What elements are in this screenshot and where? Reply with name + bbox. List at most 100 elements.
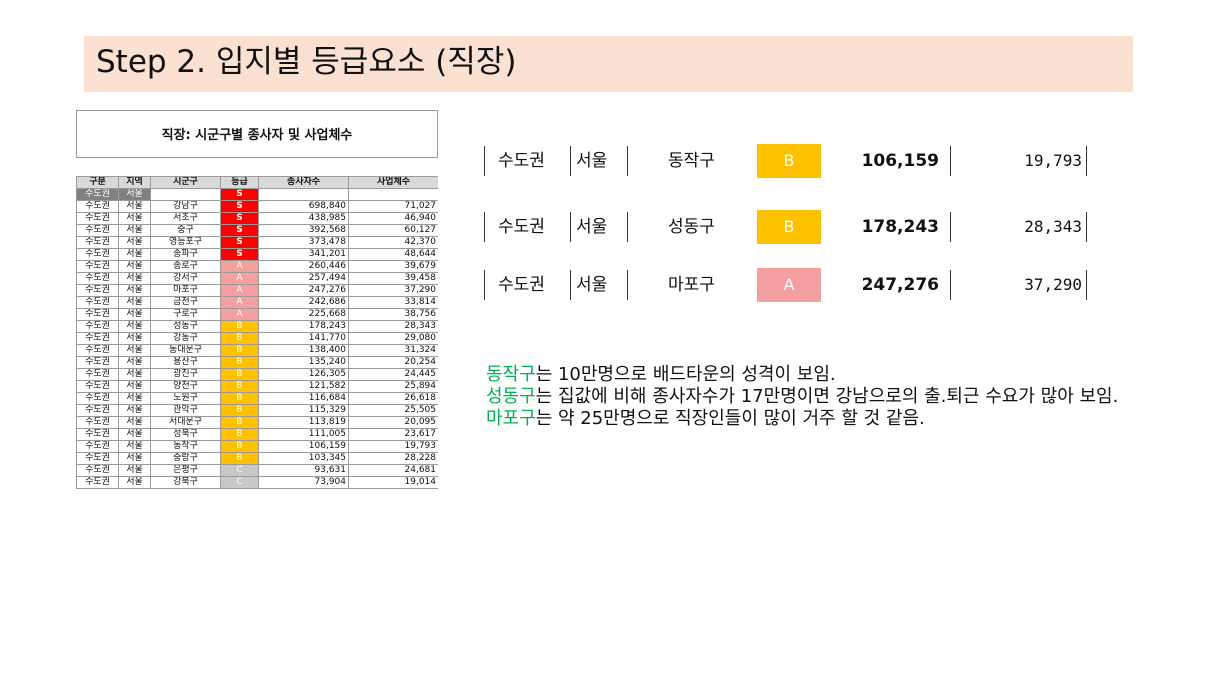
cell-region: 서울 xyxy=(118,416,151,429)
table-row: 수도권 서울 동대문구 B 138,400 31,324 xyxy=(76,344,438,357)
cell-workers: 126,305 xyxy=(258,368,349,381)
cell-grade: B xyxy=(220,452,259,465)
table-row: 수도권 서울 강남구 S 698,840 71,027 xyxy=(76,200,438,213)
description-text: 는 집값에 비해 종사자수가 17만명이면 강남으로의 출.퇴근 수요가 많아 … xyxy=(535,386,1119,407)
cell-workers xyxy=(258,188,349,201)
cell-area: 수도권 xyxy=(76,404,119,417)
cell-separator xyxy=(627,146,628,176)
cell-businesses: 25,894 xyxy=(348,380,438,393)
table-row: 수도권 서울 구로구 A 225,668 38,756 xyxy=(76,308,438,321)
sheet-title: 직장: 시군구별 종사자 및 사업체수 xyxy=(161,128,353,143)
cell-grade: A xyxy=(220,296,259,309)
highlight-row-마포구: 수도권 서울 마포구 A 247,276 37,290 xyxy=(484,268,1087,302)
cell-district: 종로구 xyxy=(150,260,221,273)
cell-workers: 373,478 xyxy=(258,236,349,249)
description: 동작구는 10만명으로 배드타운의 성격이 보임. 성동구는 집값에 비해 종사… xyxy=(486,364,1136,430)
cell-district: 강북구 xyxy=(150,476,221,489)
cell-region: 서울 xyxy=(118,212,151,225)
cell-workers: 257,494 xyxy=(258,272,349,285)
table-row: 수도권 서울 종로구 A 260,446 39,679 xyxy=(76,260,438,273)
cell-businesses: 60,127 xyxy=(348,224,438,237)
col-header: 지역 xyxy=(118,176,151,189)
cell-region: 서울 xyxy=(118,464,151,477)
cell-region: 서울 xyxy=(118,260,151,273)
cell-grade: S xyxy=(220,188,259,201)
cell-grade: B xyxy=(220,356,259,369)
col-header: 사업체수 xyxy=(348,176,438,189)
cell-district: 용산구 xyxy=(150,356,221,369)
sheet-title-box: 직장: 시군구별 종사자 및 사업체수 xyxy=(76,110,438,158)
cell-region: 서울 xyxy=(118,344,151,357)
cell-grade: S xyxy=(220,224,259,237)
cell-workers: 111,005 xyxy=(258,428,349,441)
cell-area: 수도권 xyxy=(76,464,119,477)
cell-district: 양천구 xyxy=(150,380,221,393)
cell-grade: B xyxy=(220,320,259,333)
description-line: 마포구는 약 25만명으로 직장인들이 많이 거주 할 것 같음. xyxy=(486,408,1136,430)
cell-region: 서울 xyxy=(576,275,608,295)
cell-grade: S xyxy=(220,200,259,213)
cell-businesses: 46,940 xyxy=(348,212,438,225)
table-row: 수도권 서울 중랑구 B 103,345 28,228 xyxy=(76,452,438,465)
cell-workers: 141,770 xyxy=(258,332,349,345)
table-row: 수도권 서울 성동구 B 178,243 28,343 xyxy=(76,320,438,333)
cell-businesses: 19,793 xyxy=(348,440,438,453)
cell-businesses: 31,324 xyxy=(348,344,438,357)
cell-region: 서울 xyxy=(118,380,151,393)
description-line: 성동구는 집값에 비해 종사자수가 17만명이면 강남으로의 출.퇴근 수요가 … xyxy=(486,386,1136,408)
cell-district: 은평구 xyxy=(150,464,221,477)
district-name: 동작구 xyxy=(486,364,536,385)
cell-grade: B xyxy=(220,344,259,357)
cell-district: 마포구 xyxy=(150,284,221,297)
table-row: 수도권 서울 성북구 B 111,005 23,617 xyxy=(76,428,438,441)
cell-district: 서초구 xyxy=(150,212,221,225)
cell-grade: S xyxy=(220,248,259,261)
highlight-row-성동구: 수도권 서울 성동구 B 178,243 28,343 xyxy=(484,210,1087,244)
cell-separator xyxy=(484,212,485,242)
table-row: 수도권 서울 마포구 A 247,276 37,290 xyxy=(76,284,438,297)
table-row: 수도권 서울 노원구 B 116,684 26,618 xyxy=(76,392,438,405)
cell-area: 수도권 xyxy=(76,380,119,393)
cell-workers: 225,668 xyxy=(258,308,349,321)
cell-district: 성동구 xyxy=(668,217,715,237)
cell-businesses: 25,505 xyxy=(348,404,438,417)
cell-grade: C xyxy=(220,476,259,489)
table-row: 수도권 서울 영등포구 S 373,478 42,370 xyxy=(76,236,438,249)
cell-district: 광진구 xyxy=(150,368,221,381)
cell-grade: A xyxy=(220,272,259,285)
page-title: Step 2. 입지별 등급요소 (직장) xyxy=(96,44,517,80)
cell-area: 수도권 xyxy=(76,284,119,297)
cell-district: 성동구 xyxy=(150,320,221,333)
cell-businesses: 19,793 xyxy=(1024,151,1082,170)
col-header: 등급 xyxy=(220,176,259,189)
cell-businesses: 29,080 xyxy=(348,332,438,345)
cell-region: 서울 xyxy=(118,296,151,309)
col-header: 시군구 xyxy=(150,176,221,189)
cell-grade: C xyxy=(220,464,259,477)
cell-region: 서울 xyxy=(118,320,151,333)
cell-businesses: 37,290 xyxy=(348,284,438,297)
description-line: 동작구는 10만명으로 배드타운의 성격이 보임. xyxy=(486,364,1136,386)
district-name: 성동구 xyxy=(486,386,536,407)
cell-district: 금천구 xyxy=(150,296,221,309)
cell-businesses: 19,014 xyxy=(348,476,438,489)
table-row: 수도권 서울 용산구 B 135,240 20,254 xyxy=(76,356,438,369)
cell-region: 서울 xyxy=(118,248,151,261)
cell-district: 노원구 xyxy=(150,392,221,405)
cell-separator xyxy=(570,270,571,300)
cell-region: 서울 xyxy=(118,224,151,237)
cell-grade: A xyxy=(220,284,259,297)
cell-workers: 138,400 xyxy=(258,344,349,357)
cell-area: 수도권 xyxy=(76,392,119,405)
table-row: 수도권 서울 중구 S 392,568 60,127 xyxy=(76,224,438,237)
description-text: 는 약 25만명으로 직장인들이 많이 거주 할 것 같음. xyxy=(535,408,925,429)
cell-separator xyxy=(570,212,571,242)
cell-separator xyxy=(1086,270,1087,300)
cell-workers: 121,582 xyxy=(258,380,349,393)
cell-workers: 135,240 xyxy=(258,356,349,369)
cell-businesses: 20,095 xyxy=(348,416,438,429)
cell-region: 서울 xyxy=(118,332,151,345)
cell-businesses: 26,618 xyxy=(348,392,438,405)
cell-separator xyxy=(627,270,628,300)
highlight-row-동작구: 수도권 서울 동작구 B 106,159 19,793 xyxy=(484,144,1087,178)
